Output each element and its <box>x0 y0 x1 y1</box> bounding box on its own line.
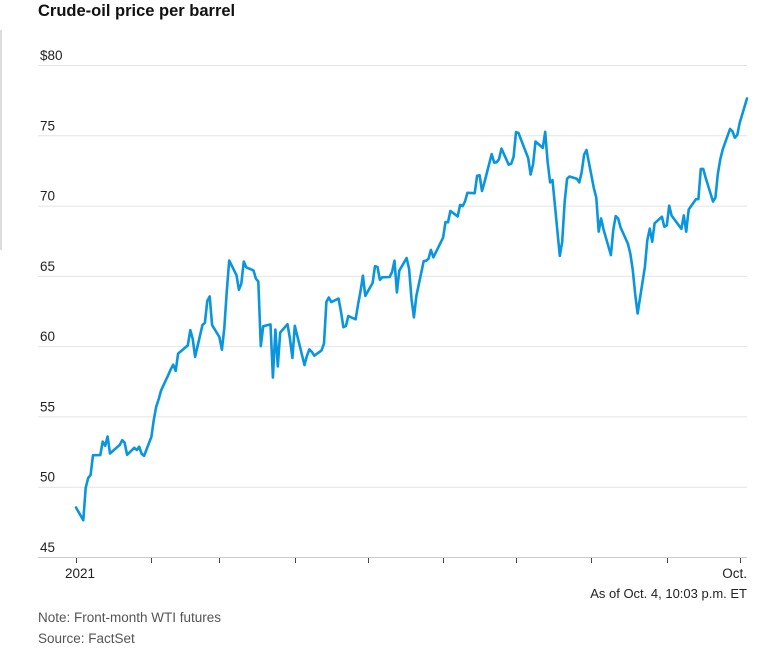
y-axis-label: 55 <box>40 399 55 414</box>
x-axis-label: 2021 <box>65 566 95 581</box>
y-axis-label: 75 <box>40 118 55 133</box>
y-axis-label: 70 <box>40 189 55 204</box>
chart-note: Note: Front-month WTI futures <box>38 610 222 625</box>
x-axis <box>76 558 741 563</box>
x-axis-label: Oct. <box>722 566 747 581</box>
gridlines <box>38 65 747 558</box>
y-axis-label: 65 <box>40 259 55 274</box>
chart-source: Source: FactSet <box>38 631 135 646</box>
y-axis-label: $80 <box>40 48 63 63</box>
as-of-timestamp: As of Oct. 4, 10:03 p.m. ET <box>590 586 747 601</box>
y-axis-labels: $80 75 70 65 60 55 50 45 <box>40 48 63 555</box>
y-axis-label: 50 <box>40 470 55 485</box>
price-line <box>74 97 749 522</box>
y-axis-label: 60 <box>40 329 55 344</box>
page-scrollbar[interactable] <box>0 30 2 250</box>
y-axis-label: 45 <box>40 540 55 555</box>
chart-title: Crude-oil price per barrel <box>38 2 236 20</box>
x-axis-labels: 2021 Oct. <box>65 566 747 581</box>
